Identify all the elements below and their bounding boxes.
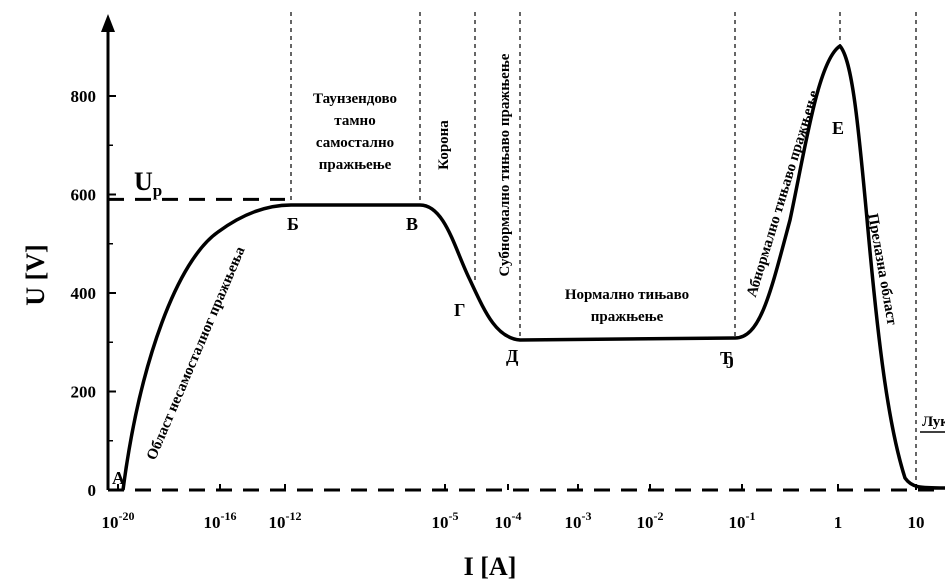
y-tick-label-800: 800 <box>71 87 97 106</box>
y-axis-title: U [V] <box>21 244 50 305</box>
axes <box>101 14 945 492</box>
breakdown-voltage-label: Up <box>134 167 162 200</box>
region-townsend-line-2: тамно <box>334 113 375 129</box>
x-axis-title: I [A] <box>464 552 517 581</box>
iv-curve-line <box>121 44 945 491</box>
region-normal-line-1: Нормално тињаво <box>565 287 689 303</box>
point-label-3: В <box>406 214 418 234</box>
region-subnormal: Субнормално тињаво пражњење <box>497 53 513 276</box>
region-nonself: Област несамосталног пражњења <box>144 244 249 463</box>
point-label-2: Б <box>287 214 299 234</box>
point-label-4: Г <box>454 300 465 320</box>
point-label-7: Е <box>832 118 844 138</box>
y-tick-label-400: 400 <box>71 284 97 303</box>
chart-labels: 0 200 400 600 800 10-20 10-16 10-12 10-5 10-4 10-3… <box>21 53 945 581</box>
discharge-curve <box>121 44 945 491</box>
x-tick-label-6: 10-3 <box>565 509 592 532</box>
x-tick-label-3: 10-12 <box>269 509 302 532</box>
point-label-1: А <box>112 468 125 488</box>
region-boundaries <box>290 12 917 484</box>
x-tick-label-4: 10-5 <box>432 509 459 532</box>
x-tick-label-1: 10-20 <box>102 509 135 532</box>
y-tick-label-0: 0 <box>88 481 97 500</box>
region-abnormal: Абнормално тињаво пражњење <box>744 88 822 299</box>
region-normal-line-2: пражњење <box>591 309 664 325</box>
y-axis-arrow <box>101 14 115 32</box>
x-tick-label-8: 10-1 <box>729 509 756 532</box>
region-arc: Лук <box>922 414 945 430</box>
y-tick-label-600: 600 <box>71 186 97 205</box>
point-label-5: Д <box>506 346 519 366</box>
region-transition: Прелазна област <box>864 212 900 327</box>
x-tick-label-2: 10-16 <box>204 509 237 532</box>
region-townsend-line-1: Таунзендово <box>313 91 397 107</box>
point-label-6: Ђ <box>720 348 734 368</box>
x-tick-label-7: 10-2 <box>637 509 664 532</box>
x-tick-label-9: 1 <box>834 513 843 532</box>
x-tick-label-10: 10 <box>908 513 925 532</box>
region-corona: Корона <box>436 120 452 170</box>
x-tick-label-5: 10-4 <box>495 509 522 532</box>
region-townsend-line-4: пражњење <box>319 157 392 173</box>
region-townsend-line-3: самостално <box>316 135 394 151</box>
y-tick-label-200: 200 <box>71 383 97 402</box>
